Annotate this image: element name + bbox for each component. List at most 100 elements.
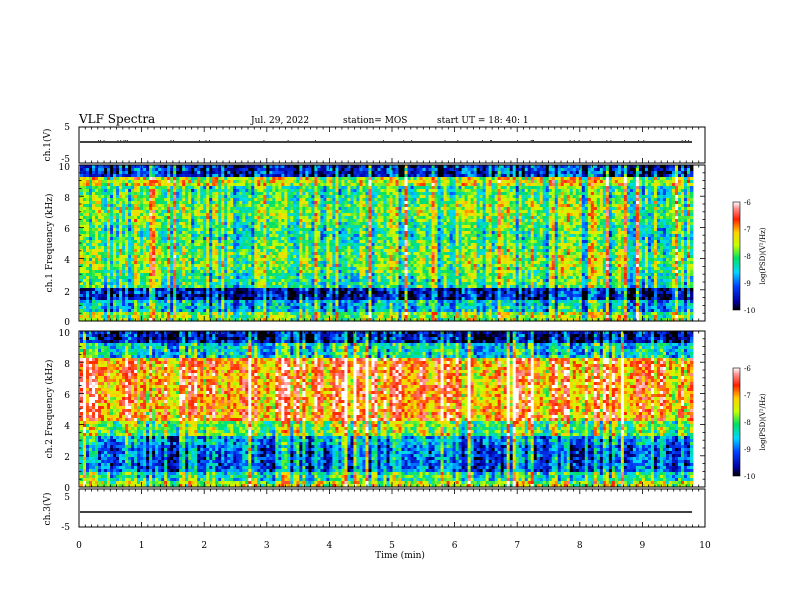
spectrogram-cell — [119, 231, 123, 235]
spectrogram-cell — [248, 300, 252, 304]
spectrogram-cell — [326, 279, 330, 283]
spectrogram-cell — [272, 243, 276, 247]
spectrogram-cell — [200, 210, 204, 214]
spectrogram-cell — [200, 237, 204, 241]
spectrogram-cell — [224, 165, 228, 169]
spectrogram-cell — [179, 288, 183, 292]
spectrogram-cell — [236, 318, 240, 322]
spectrogram-cell — [194, 168, 198, 172]
spectrogram-cell — [332, 228, 336, 232]
spectrogram-cell — [113, 213, 117, 217]
spectrogram-cell — [188, 243, 192, 247]
spectrogram-cell — [263, 243, 267, 247]
spectrogram-cell — [182, 219, 186, 223]
spectrogram-cell — [263, 246, 267, 250]
spectrogram-cell — [242, 207, 246, 211]
spectrogram-cell — [98, 300, 102, 304]
spectrogram-cell — [122, 171, 126, 175]
spectrogram-cell — [92, 309, 96, 313]
spectrogram-cell — [236, 216, 240, 220]
spectrogram-cell — [263, 168, 267, 172]
spectrogram-cell — [287, 303, 291, 307]
spectrogram-cell — [329, 201, 333, 205]
spectrogram-cell — [236, 258, 240, 262]
spectrogram-cell — [266, 294, 270, 298]
spectrogram-cell — [203, 207, 207, 211]
spectrogram-cell — [215, 225, 219, 229]
spectrogram-cell — [212, 207, 216, 211]
spectrogram-cell — [140, 228, 144, 232]
spectrogram-cell — [293, 309, 297, 313]
spectrogram-cell — [320, 264, 324, 268]
spectrogram-cell — [86, 207, 90, 211]
start-time-label: start UT = 18: 40: 1 — [437, 116, 529, 126]
spectrogram-cell — [104, 216, 108, 220]
spectrogram-cell — [116, 201, 120, 205]
spectrogram-cell — [227, 195, 231, 199]
spectrogram-cell — [212, 315, 216, 319]
spectrogram-cell — [281, 234, 285, 238]
spectrogram-cell — [200, 183, 204, 187]
spectrogram-cell — [203, 192, 207, 196]
spectrogram-cell — [176, 309, 180, 313]
spectrogram-cell — [245, 204, 249, 208]
spectrogram-cell — [140, 186, 144, 190]
spectrogram-cell — [344, 201, 348, 205]
spectrogram-cell — [260, 213, 264, 217]
spectrogram-cell — [104, 252, 108, 256]
spectrogram-cell — [236, 195, 240, 199]
spectrogram-cell — [92, 264, 96, 268]
spectrogram-cell — [347, 189, 351, 193]
spectrogram-cell — [290, 282, 294, 286]
spectrogram-cell — [110, 318, 114, 322]
spectrogram-cell — [134, 258, 138, 262]
spectrogram-cell — [317, 294, 321, 298]
spectrogram-cell — [251, 219, 255, 223]
spectrogram-cell — [155, 216, 159, 220]
spectrogram-cell — [107, 210, 111, 214]
spectrogram-cell — [245, 183, 249, 187]
spectrogram-cell — [122, 168, 126, 172]
spectrogram-cell — [215, 261, 219, 265]
spectrogram-cell — [119, 285, 123, 289]
spectrogram-cell — [200, 222, 204, 226]
spectrogram-cell — [125, 171, 129, 175]
spectrogram-cell — [182, 225, 186, 229]
spectrogram-cell — [326, 213, 330, 217]
spectrogram-cell — [152, 291, 156, 295]
spectrogram-cell — [245, 192, 249, 196]
spectrogram-cell — [179, 267, 183, 271]
spectrogram-cell — [89, 306, 93, 310]
spectrogram-cell — [125, 192, 129, 196]
spectrogram-cell — [188, 252, 192, 256]
spectrogram-cell — [134, 171, 138, 175]
spectrogram-cell — [158, 225, 162, 229]
spectrogram-cell — [317, 174, 321, 178]
spectrogram-cell — [221, 261, 225, 265]
spectrogram-cell — [215, 192, 219, 196]
spectrogram-cell — [155, 273, 159, 277]
spectrogram-cell — [224, 174, 228, 178]
spectrogram-cell — [215, 231, 219, 235]
spectrogram-cell — [194, 231, 198, 235]
spectrogram-cell — [188, 285, 192, 289]
spectrogram-cell — [218, 300, 222, 304]
spectrogram-cell — [95, 210, 99, 214]
spectrogram-cell — [317, 273, 321, 277]
spectrogram-cell — [158, 240, 162, 244]
spectrogram-cell — [104, 255, 108, 259]
spectrogram-cell — [254, 315, 258, 319]
spectrogram-cell — [212, 252, 216, 256]
spectrogram-cell — [200, 309, 204, 313]
spectrogram-cell — [83, 258, 87, 262]
spectrogram-cell — [80, 258, 84, 262]
spectrogram-cell — [281, 207, 285, 211]
spectrogram-cell — [287, 288, 291, 292]
spectrogram-cell — [98, 264, 102, 268]
spectrogram-cell — [224, 189, 228, 193]
spectrogram-cell — [104, 171, 108, 175]
spectrogram-cell — [125, 213, 129, 217]
spectrogram-cell — [119, 300, 123, 304]
spectrogram-cell — [218, 168, 222, 172]
spectrogram-cell — [287, 276, 291, 280]
